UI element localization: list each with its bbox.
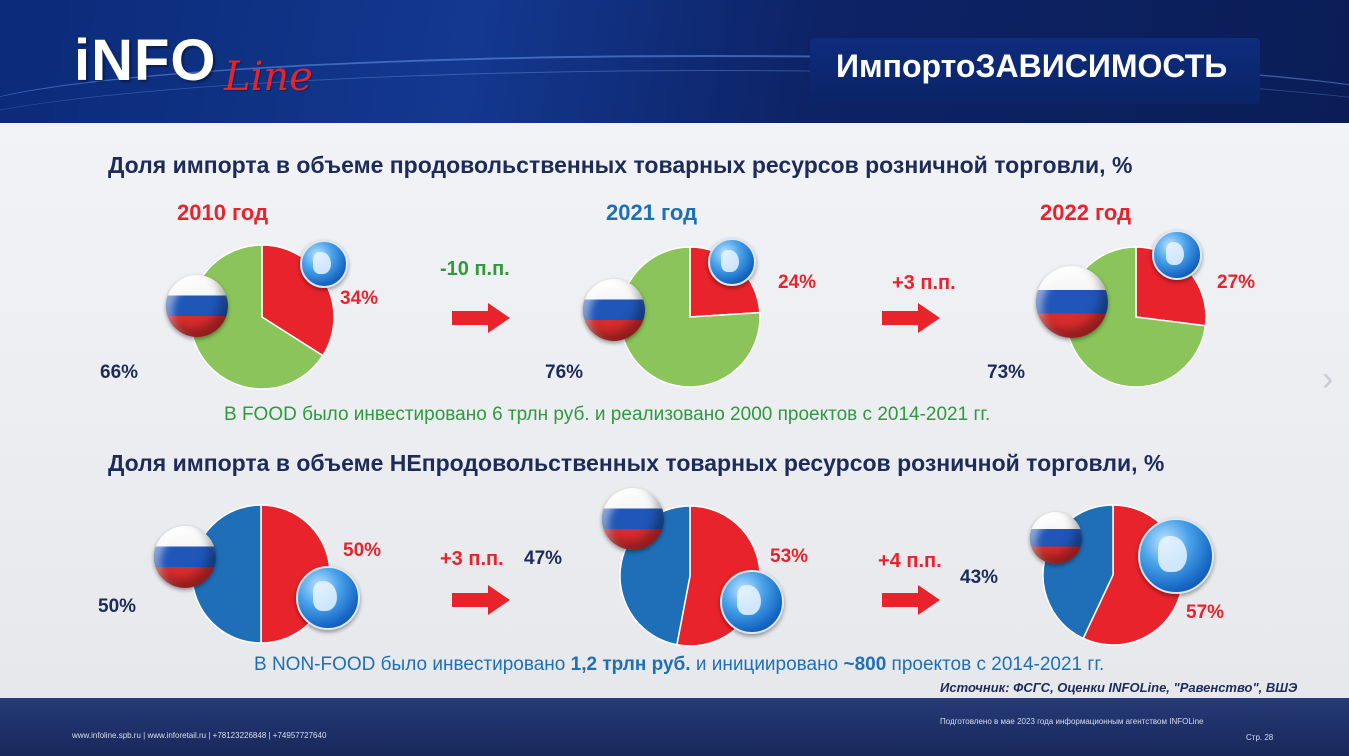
next-slide-chevron-icon[interactable]: › — [1322, 360, 1334, 398]
logo-script-text: Line — [224, 54, 313, 100]
footer-page-number: Стр. 28 — [1246, 733, 1274, 742]
arrow-right-icon — [452, 585, 510, 615]
nonfood-delta-1-2: +3 п.п. — [440, 548, 504, 570]
nonfood-investment-note: В NON-FOOD было инвестировано 1,2 трлн р… — [254, 654, 1104, 676]
food-import-2022: 27% — [1217, 272, 1256, 293]
russia-flag-icon — [166, 275, 228, 337]
food-domestic-2010: 66% — [100, 362, 139, 383]
russia-flag-icon — [1030, 512, 1082, 564]
russia-flag-icon — [154, 526, 216, 588]
pie-slice-domestic — [619, 246, 761, 388]
globe-icon — [720, 570, 784, 634]
globe-icon — [300, 240, 348, 288]
slide-header: iNFO Line ИмпортоЗАВИСИМОСТЬ — [0, 0, 1349, 123]
food-section-title: Доля импорта в объеме продовольственных … — [108, 152, 1133, 178]
nonfood-domestic-2: 47% — [524, 548, 563, 569]
nonfood-import-3: 57% — [1186, 602, 1225, 623]
title-box — [810, 38, 1260, 104]
note-text-3: проектов с 2014-2021 гг. — [886, 654, 1105, 675]
russia-flag-icon — [583, 279, 645, 341]
footer-contacts: www.infoline.spb.ru | www.inforetail.ru … — [72, 731, 327, 740]
food-import-2021: 24% — [778, 272, 817, 293]
food-domestic-2022: 73% — [987, 362, 1026, 383]
pie-slice-domestic — [189, 244, 324, 390]
nonfood-domestic-1: 50% — [98, 596, 137, 617]
nonfood-section-title: Доля импорта в объеме НЕпродовольственны… — [108, 450, 1165, 476]
food-domestic-2021: 76% — [545, 362, 584, 383]
globe-icon — [1152, 230, 1202, 280]
page-title: ИмпортоЗАВИСИМОСТЬ — [836, 48, 1228, 84]
nonfood-delta-2-3: +4 п.п. — [878, 550, 942, 572]
year-label-2010: 2010 год — [177, 200, 269, 225]
pie-food-2010 — [189, 244, 335, 390]
globe-icon — [296, 566, 360, 630]
nonfood-domestic-3: 43% — [960, 567, 999, 588]
note-text-2: и инициировано — [690, 654, 844, 675]
nonfood-import-2: 53% — [770, 546, 809, 567]
food-delta-2010-2021: -10 п.п. — [440, 258, 510, 280]
food-import-2010: 34% — [340, 288, 379, 309]
note-text-1: В NON-FOOD было инвестировано — [254, 654, 571, 675]
arrow-right-icon — [452, 303, 510, 333]
logo-main-text: iNFO — [74, 28, 217, 93]
russia-flag-icon — [602, 488, 664, 550]
arrow-right-icon — [882, 303, 940, 333]
source-text: Источник: ФСГС, Оценки INFOLine, "Равенс… — [940, 680, 1298, 695]
food-investment-note: В FOOD было инвестировано 6 трлн руб. и … — [224, 404, 991, 425]
russia-flag-icon — [1036, 266, 1108, 338]
nonfood-import-1: 50% — [343, 540, 382, 561]
slide-footer — [0, 698, 1349, 756]
globe-icon — [1138, 518, 1214, 594]
year-label-2021: 2021 год — [606, 200, 698, 225]
header-swoosh — [0, 55, 1349, 123]
year-label-2022: 2022 год — [1040, 200, 1132, 225]
header-swoosh-2 — [0, 70, 1349, 123]
footer-prepared: Подготовлено в мае 2023 года информацион… — [940, 717, 1204, 726]
note-bold-2: ~800 — [843, 654, 887, 675]
food-delta-2021-2022: +3 п.п. — [892, 272, 956, 294]
arrow-right-icon — [882, 585, 940, 615]
globe-icon — [708, 238, 756, 286]
infoline-logo: iNFO Line — [74, 26, 313, 100]
note-bold-1: 1,2 трлн руб. — [570, 654, 691, 675]
